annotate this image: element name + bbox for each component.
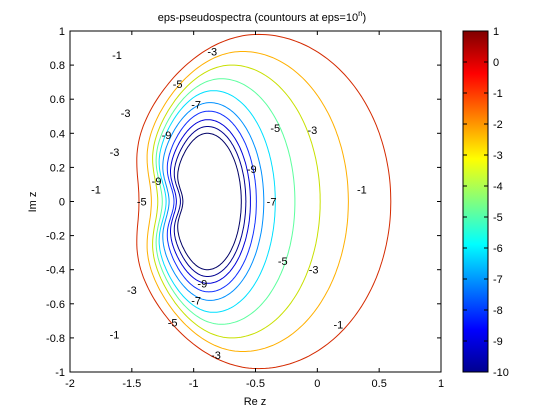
colorbar-tick-label: -4 xyxy=(493,181,503,193)
y-tick-label: -0.6 xyxy=(46,299,65,311)
contour-label: -5 xyxy=(173,79,183,91)
y-tick-label: 1 xyxy=(59,26,65,38)
contour-label: -5 xyxy=(270,123,280,135)
contour-level-8 xyxy=(170,119,251,284)
y-axis-label: Im z xyxy=(27,192,39,213)
contour-label: -3 xyxy=(121,108,131,120)
y-tick-label: -1 xyxy=(55,367,65,379)
contour-lines xyxy=(136,33,392,370)
contour-label: -3 xyxy=(207,46,217,58)
contour-level-9 xyxy=(173,126,247,277)
contour-label: -1 xyxy=(110,329,120,341)
colorbar-tick-label: 1 xyxy=(493,26,499,38)
contour-level-1 xyxy=(136,33,392,370)
y-tick-label: 0 xyxy=(59,197,65,209)
contour-level-2 xyxy=(146,51,349,352)
colorbar-tick-label: -3 xyxy=(493,150,503,162)
contour-label: -5 xyxy=(278,256,288,268)
colorbar-tick-label: 0 xyxy=(493,57,499,69)
y-tick-label: -0.2 xyxy=(46,231,65,243)
y-tick-label: 0.6 xyxy=(50,94,65,106)
colorbar-tick-label: -8 xyxy=(493,305,503,317)
x-axis-label: Re z xyxy=(244,396,267,408)
colorbar-tick-label: -6 xyxy=(493,243,503,255)
x-tick-label: 1 xyxy=(438,378,444,390)
contour-label: -1 xyxy=(91,185,101,197)
contour-label: -3 xyxy=(211,350,221,362)
contour-labels: -1 -3 -3 -3 -1 -5 -7 -9 -9 -9 -5 -3 -5 -7 -1 -5 -3 -9 -7 -3… xyxy=(91,46,367,361)
chart-title-exponent: n xyxy=(358,9,362,18)
contour-level-6 xyxy=(162,102,265,301)
colorbar-tick-label: -2 xyxy=(493,119,503,131)
colorbar: 1 0 -1 -2 -3 -4 -5 -6 -7 -8 -9 -10 xyxy=(462,26,509,379)
contour-label: -3 xyxy=(309,265,319,277)
contour-label: -3 xyxy=(127,285,137,297)
plot-area: -1 -3 -3 -3 -1 -5 -7 -9 -9 -9 -5 -3 -5 -7 -1 -5 -3 -9 -7 -3… xyxy=(46,26,444,390)
colorbar-tick-label: -5 xyxy=(493,212,503,224)
contour-label: -3 xyxy=(110,147,120,159)
colorbar-tick-label: -10 xyxy=(493,367,509,379)
contour-label: -7 xyxy=(191,99,201,111)
contour-label: -9 xyxy=(162,130,172,142)
contour-level-5 xyxy=(158,90,276,313)
x-axis-ticks: -2 -1.5 -1 -0.5 0 0.5 1 xyxy=(65,31,444,390)
contour-label: -5 xyxy=(137,197,147,209)
colorbar-ticks: 1 0 -1 -2 -3 -4 -5 -6 -7 -8 -9 -10 xyxy=(463,26,509,379)
contour-label: -7 xyxy=(267,197,277,209)
contour-level-10 xyxy=(177,132,242,271)
colorbar-tick-label: -1 xyxy=(493,88,503,100)
x-tick-label: 0 xyxy=(314,378,320,390)
contour-label: -9 xyxy=(247,164,257,176)
contour-label: -1 xyxy=(112,50,122,62)
x-tick-label: -2 xyxy=(65,378,75,390)
contour-label: -5 xyxy=(168,318,178,330)
colorbar-gradient xyxy=(462,30,489,373)
x-tick-label: -1 xyxy=(189,378,199,390)
contour-label: -9 xyxy=(152,176,162,188)
y-tick-label: -0.4 xyxy=(46,265,65,277)
y-tick-label: 0.4 xyxy=(50,128,65,140)
colorbar-tick-label: -7 xyxy=(493,274,503,286)
colorbar-tick-label: -9 xyxy=(493,336,503,348)
contour-label: -1 xyxy=(333,319,343,331)
y-tick-label: 0.8 xyxy=(50,60,65,72)
y-axis-ticks: -1 -0.8 -0.6 -0.4 -0.2 0 0.2 0.4 0.6 0.8 1 xyxy=(46,26,441,379)
contour-label: -9 xyxy=(197,278,207,290)
contour-level-7 xyxy=(166,110,257,293)
contour-label: -1 xyxy=(357,185,367,197)
contour-label: -7 xyxy=(191,295,201,307)
y-tick-label: 0.2 xyxy=(50,162,65,174)
x-tick-label: -1.5 xyxy=(122,378,141,390)
x-tick-label: -0.5 xyxy=(246,378,265,390)
x-tick-label: 0.5 xyxy=(372,378,387,390)
contour-level-3 xyxy=(152,64,321,339)
chart-title-suffix: ) xyxy=(363,12,367,24)
y-tick-label: -0.8 xyxy=(46,333,65,345)
contour-label: -3 xyxy=(307,125,317,137)
chart-title: eps-pseudospectra (countours at eps=10n) xyxy=(158,9,366,24)
plot-background xyxy=(70,31,441,372)
contour-level-4 xyxy=(155,78,296,325)
chart-title-main: eps-pseudospectra (countours at eps=10 xyxy=(158,12,358,24)
